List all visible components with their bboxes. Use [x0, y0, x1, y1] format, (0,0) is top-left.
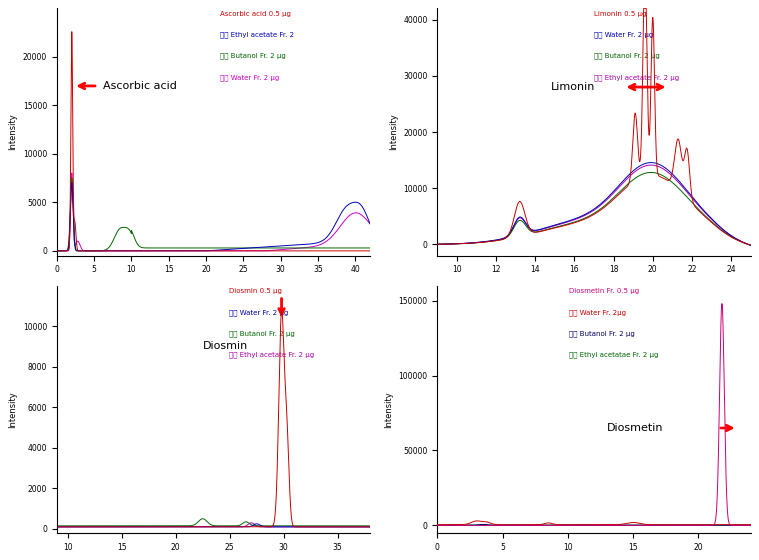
Y-axis label: Intensity: Intensity: [8, 391, 17, 428]
Text: 레모 Ethyl acetatae Fr. 2 μg: 레모 Ethyl acetatae Fr. 2 μg: [569, 351, 658, 358]
Text: Limonin 0.5 μg: Limonin 0.5 μg: [594, 11, 647, 17]
Text: 레모 Ethyl acetate Fr. 2 μg: 레모 Ethyl acetate Fr. 2 μg: [229, 351, 314, 358]
Text: Diosmin 0.5 μg: Diosmin 0.5 μg: [229, 288, 282, 294]
Text: Diosmin: Diosmin: [203, 342, 248, 351]
Text: Diosmetin Fr. 0.5 μg: Diosmetin Fr. 0.5 μg: [569, 288, 639, 294]
Text: 레모 Butanol Fr. 2 μg: 레모 Butanol Fr. 2 μg: [569, 330, 635, 337]
Y-axis label: Intensity: Intensity: [389, 114, 398, 151]
Text: 레모 Butanol Fr. 2 μg: 레모 Butanol Fr. 2 μg: [229, 330, 295, 337]
Text: Diosmetin: Diosmetin: [607, 423, 663, 433]
Text: 레모 Water Fr. 2 μg: 레모 Water Fr. 2 μg: [220, 74, 279, 81]
Text: Limonin: Limonin: [551, 82, 595, 92]
Text: Ascorbic acid: Ascorbic acid: [103, 81, 177, 91]
Text: 레모 Water Fr. 2μg: 레모 Water Fr. 2μg: [569, 309, 626, 316]
Text: 레모 Water Fr. 2 μg: 레모 Water Fr. 2 μg: [594, 32, 653, 39]
Text: Ascorbic acid 0.5 μg: Ascorbic acid 0.5 μg: [220, 11, 291, 17]
Text: 레모 Butanol Fr. 2 μg: 레모 Butanol Fr. 2 μg: [220, 53, 285, 59]
Text: 레모 Water Fr. 2 μg: 레모 Water Fr. 2 μg: [229, 309, 288, 316]
Text: 레모 Butanol Fr. 2 μg: 레모 Butanol Fr. 2 μg: [594, 53, 660, 59]
Text: 레모 Ethyl acetate Fr. 2: 레모 Ethyl acetate Fr. 2: [220, 32, 294, 39]
Y-axis label: Intensity: Intensity: [384, 391, 393, 428]
Y-axis label: Intensity: Intensity: [8, 114, 17, 151]
Text: 레모 Ethyl acetate Fr. 2 μg: 레모 Ethyl acetate Fr. 2 μg: [594, 74, 679, 81]
